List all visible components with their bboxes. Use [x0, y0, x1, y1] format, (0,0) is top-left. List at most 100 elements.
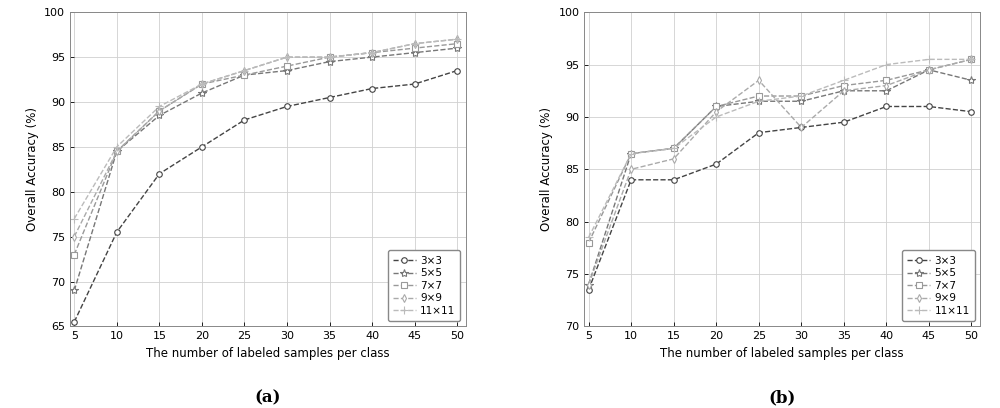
Text: (a): (a): [255, 389, 281, 406]
Legend: 3×3, 5×5, 7×7, 9×9, 11×11: 3×3, 5×5, 7×7, 9×9, 11×11: [902, 251, 975, 321]
9×9: [795, 125, 807, 130]
X-axis label: The number of labeled samples per class: The number of labeled samples per class: [660, 347, 904, 360]
11×11: [238, 68, 250, 73]
X-axis label: The number of labeled samples per class: The number of labeled samples per class: [146, 347, 390, 360]
5×5: [366, 55, 378, 60]
9×9: [753, 78, 765, 83]
9×9: [366, 50, 378, 55]
3×3: [753, 130, 765, 135]
11×11: [880, 62, 892, 67]
9×9: [880, 83, 892, 88]
Y-axis label: Overall Accuracy (%): Overall Accuracy (%): [540, 107, 553, 231]
3×3: [710, 162, 722, 166]
5×5: [838, 88, 850, 93]
9×9: [838, 88, 850, 93]
5×5: [625, 151, 637, 156]
Line: 11×11: 11×11: [584, 55, 976, 242]
11×11: [625, 151, 637, 156]
11×11: [111, 144, 123, 149]
3×3: [153, 171, 165, 176]
3×3: [196, 144, 208, 149]
Legend: 3×3, 5×5, 7×7, 9×9, 11×11: 3×3, 5×5, 7×7, 9×9, 11×11: [388, 251, 460, 321]
5×5: [324, 59, 336, 64]
11×11: [196, 82, 208, 86]
9×9: [68, 234, 80, 239]
3×3: [324, 95, 336, 100]
11×11: [324, 55, 336, 60]
7×7: [880, 78, 892, 83]
Line: 5×5: 5×5: [584, 66, 976, 289]
5×5: [795, 99, 807, 104]
7×7: [409, 46, 421, 51]
3×3: [795, 125, 807, 130]
3×3: [583, 287, 595, 292]
9×9: [965, 57, 977, 62]
3×3: [366, 86, 378, 91]
3×3: [625, 177, 637, 182]
7×7: [153, 109, 165, 113]
11×11: [451, 37, 463, 42]
3×3: [965, 109, 977, 114]
11×11: [795, 93, 807, 98]
3×3: [668, 177, 680, 182]
7×7: [838, 83, 850, 88]
Line: 9×9: 9×9: [71, 36, 460, 239]
7×7: [68, 252, 80, 257]
Line: 9×9: 9×9: [586, 57, 974, 287]
Line: 3×3: 3×3: [586, 104, 974, 293]
7×7: [451, 41, 463, 46]
Line: 7×7: 7×7: [586, 57, 974, 245]
9×9: [196, 82, 208, 86]
7×7: [710, 104, 722, 109]
11×11: [583, 235, 595, 240]
9×9: [324, 55, 336, 60]
Text: (b): (b): [768, 389, 796, 406]
9×9: [923, 67, 935, 72]
7×7: [196, 82, 208, 86]
5×5: [880, 88, 892, 93]
7×7: [111, 149, 123, 154]
11×11: [68, 216, 80, 221]
9×9: [625, 167, 637, 172]
3×3: [451, 68, 463, 73]
3×3: [238, 118, 250, 122]
11×11: [668, 146, 680, 151]
5×5: [196, 91, 208, 95]
Line: 7×7: 7×7: [71, 41, 460, 257]
7×7: [795, 93, 807, 98]
9×9: [153, 109, 165, 113]
9×9: [281, 55, 293, 60]
5×5: [409, 50, 421, 55]
Line: 3×3: 3×3: [71, 68, 460, 325]
11×11: [366, 50, 378, 55]
7×7: [583, 240, 595, 245]
Line: 5×5: 5×5: [70, 44, 461, 295]
3×3: [923, 104, 935, 109]
9×9: [111, 149, 123, 154]
3×3: [838, 120, 850, 124]
3×3: [111, 230, 123, 235]
3×3: [409, 82, 421, 86]
11×11: [409, 41, 421, 46]
5×5: [111, 149, 123, 154]
11×11: [965, 57, 977, 62]
7×7: [668, 146, 680, 151]
11×11: [753, 99, 765, 104]
5×5: [965, 78, 977, 83]
5×5: [753, 99, 765, 104]
7×7: [625, 151, 637, 156]
9×9: [451, 37, 463, 42]
9×9: [668, 156, 680, 161]
9×9: [238, 68, 250, 73]
3×3: [281, 104, 293, 109]
5×5: [451, 46, 463, 51]
9×9: [583, 282, 595, 287]
7×7: [324, 55, 336, 60]
7×7: [238, 73, 250, 78]
9×9: [409, 41, 421, 46]
11×11: [281, 55, 293, 60]
5×5: [281, 68, 293, 73]
11×11: [838, 78, 850, 83]
7×7: [366, 50, 378, 55]
11×11: [153, 104, 165, 109]
